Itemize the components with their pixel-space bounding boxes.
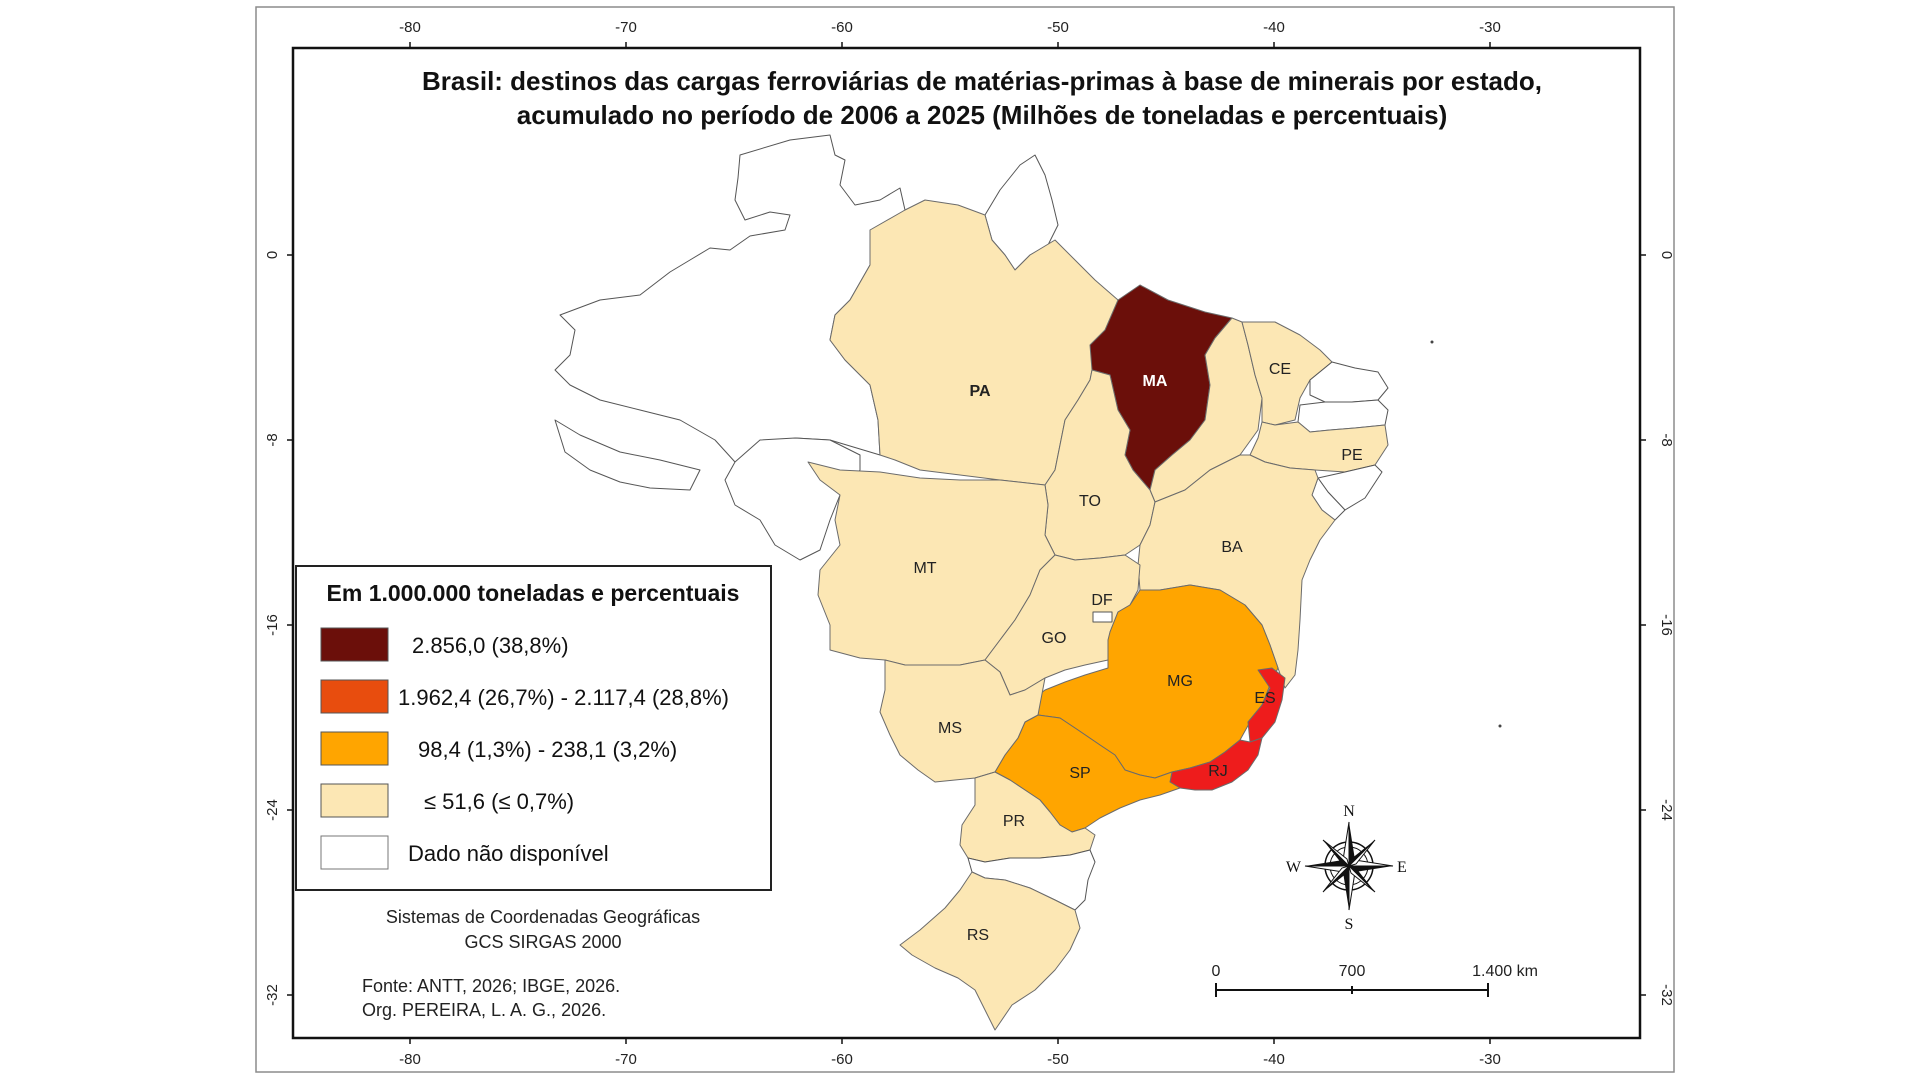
lon-label: -40	[1263, 1051, 1285, 1068]
state-df	[1092, 611, 1113, 623]
lat-label: -24	[264, 799, 281, 821]
lon-label: -50	[1047, 1051, 1069, 1068]
lon-label: -30	[1479, 1051, 1501, 1068]
label-pe: PE	[1341, 447, 1362, 464]
label-sp: SP	[1069, 765, 1090, 782]
state-ms	[879, 659, 1046, 783]
lat-label: -24	[1658, 799, 1675, 821]
compass-s: S	[1345, 916, 1354, 933]
map-frame	[291, 46, 1642, 1040]
legend-label-class1: 2.856,0 (38,8%)	[412, 633, 569, 658]
lon-label: -40	[1263, 19, 1285, 36]
compass-n: N	[1343, 803, 1355, 820]
lon-label: -80	[399, 1051, 421, 1068]
label-df: DF	[1091, 592, 1113, 609]
label-es: ES	[1254, 690, 1275, 707]
coordinate-system-line1: Sistemas de Coordenadas Geográficas	[386, 907, 700, 927]
lat-label: -16	[264, 614, 281, 636]
label-rj: RJ	[1208, 763, 1228, 780]
graticule-ticks	[287, 42, 1646, 1044]
state-go	[984, 554, 1141, 696]
scale-label-0: 0	[1212, 963, 1221, 980]
state-labels: PA MA CE PE TO BA MT DF GO MG ES MS SP R…	[913, 361, 1362, 944]
source-credit: Fonte: ANTT, 2026; IBGE, 2026.	[362, 976, 620, 996]
lon-label: -50	[1047, 19, 1069, 36]
latitude-labels-right: 0 -8 -16 -24 -32	[1658, 251, 1675, 1006]
label-ce: CE	[1269, 361, 1291, 378]
lon-label: -60	[831, 19, 853, 36]
legend-swatch-class3	[320, 731, 389, 766]
legend-title: Em 1.000.000 toneladas e percentuais	[327, 580, 740, 606]
state-ac	[554, 419, 701, 491]
legend-label-class4: ≤ 51,6 (≤ 0,7%)	[424, 789, 574, 814]
latitude-labels-left: 0 -8 -16 -24 -32	[264, 251, 281, 1006]
map-title-line2: acumulado no período de 2006 a 2025 (Mil…	[517, 100, 1448, 130]
island-mark	[1430, 340, 1434, 344]
compass-rose: N S E W	[1286, 803, 1407, 933]
organization-credit: Org. PEREIRA, L. A. G., 2026.	[362, 1000, 606, 1020]
lon-label: -70	[615, 1051, 637, 1068]
label-pr: PR	[1003, 813, 1025, 830]
label-mg: MG	[1167, 673, 1193, 690]
legend-swatch-class2	[320, 679, 389, 714]
lat-label: -32	[264, 984, 281, 1006]
legend-swatch-class1	[320, 627, 389, 662]
label-mt: MT	[913, 560, 936, 577]
label-pa: PA	[969, 383, 990, 400]
scale-bar: 0 700 1.400 km	[1212, 963, 1538, 997]
map-title-line1: Brasil: destinos das cargas ferroviárias…	[422, 66, 1542, 96]
legend-label-nodata: Dado não disponível	[408, 841, 609, 866]
lon-label: -60	[831, 1051, 853, 1068]
label-to: TO	[1079, 493, 1101, 510]
state-ce	[1241, 321, 1333, 426]
label-ma: MA	[1143, 373, 1168, 390]
compass-e: E	[1397, 859, 1407, 876]
lon-label: -30	[1479, 19, 1501, 36]
legend-swatch-nodata	[320, 835, 389, 870]
lat-label: -8	[1658, 433, 1675, 446]
brazil-states	[554, 134, 1389, 1031]
label-go: GO	[1042, 630, 1067, 647]
scale-label-1400: 1.400 km	[1472, 963, 1538, 980]
lat-label: -16	[1658, 614, 1675, 636]
legend-swatch-class4	[320, 783, 389, 818]
lat-label: -32	[1658, 984, 1675, 1006]
longitude-labels-bottom: -80 -70 -60 -50 -40 -30	[399, 1051, 1501, 1068]
compass-w: W	[1286, 859, 1302, 876]
island-mark	[1498, 724, 1502, 728]
state-rs	[899, 871, 1081, 1031]
label-ba: BA	[1221, 539, 1243, 556]
lon-label: -80	[399, 19, 421, 36]
legend-label-class3: 98,4 (1,3%) - 238,1 (3,2%)	[418, 737, 677, 762]
compass-star-icon	[1304, 821, 1394, 911]
lat-label: -8	[264, 433, 281, 446]
lat-label: 0	[1658, 251, 1675, 259]
coordinate-system-line2: GCS SIRGAS 2000	[464, 932, 621, 952]
longitude-labels-top: -80 -70 -60 -50 -40 -30	[399, 19, 1501, 36]
label-rs: RS	[967, 927, 989, 944]
scale-label-700: 700	[1339, 963, 1366, 980]
legend-label-class2: 1.962,4 (26,7%) - 2.117,4 (28,8%)	[398, 685, 729, 710]
map-legend: Em 1.000.000 toneladas e percentuais 2.8…	[295, 565, 772, 891]
lon-label: -70	[615, 19, 637, 36]
label-ms: MS	[938, 720, 962, 737]
lat-label: 0	[264, 251, 281, 259]
